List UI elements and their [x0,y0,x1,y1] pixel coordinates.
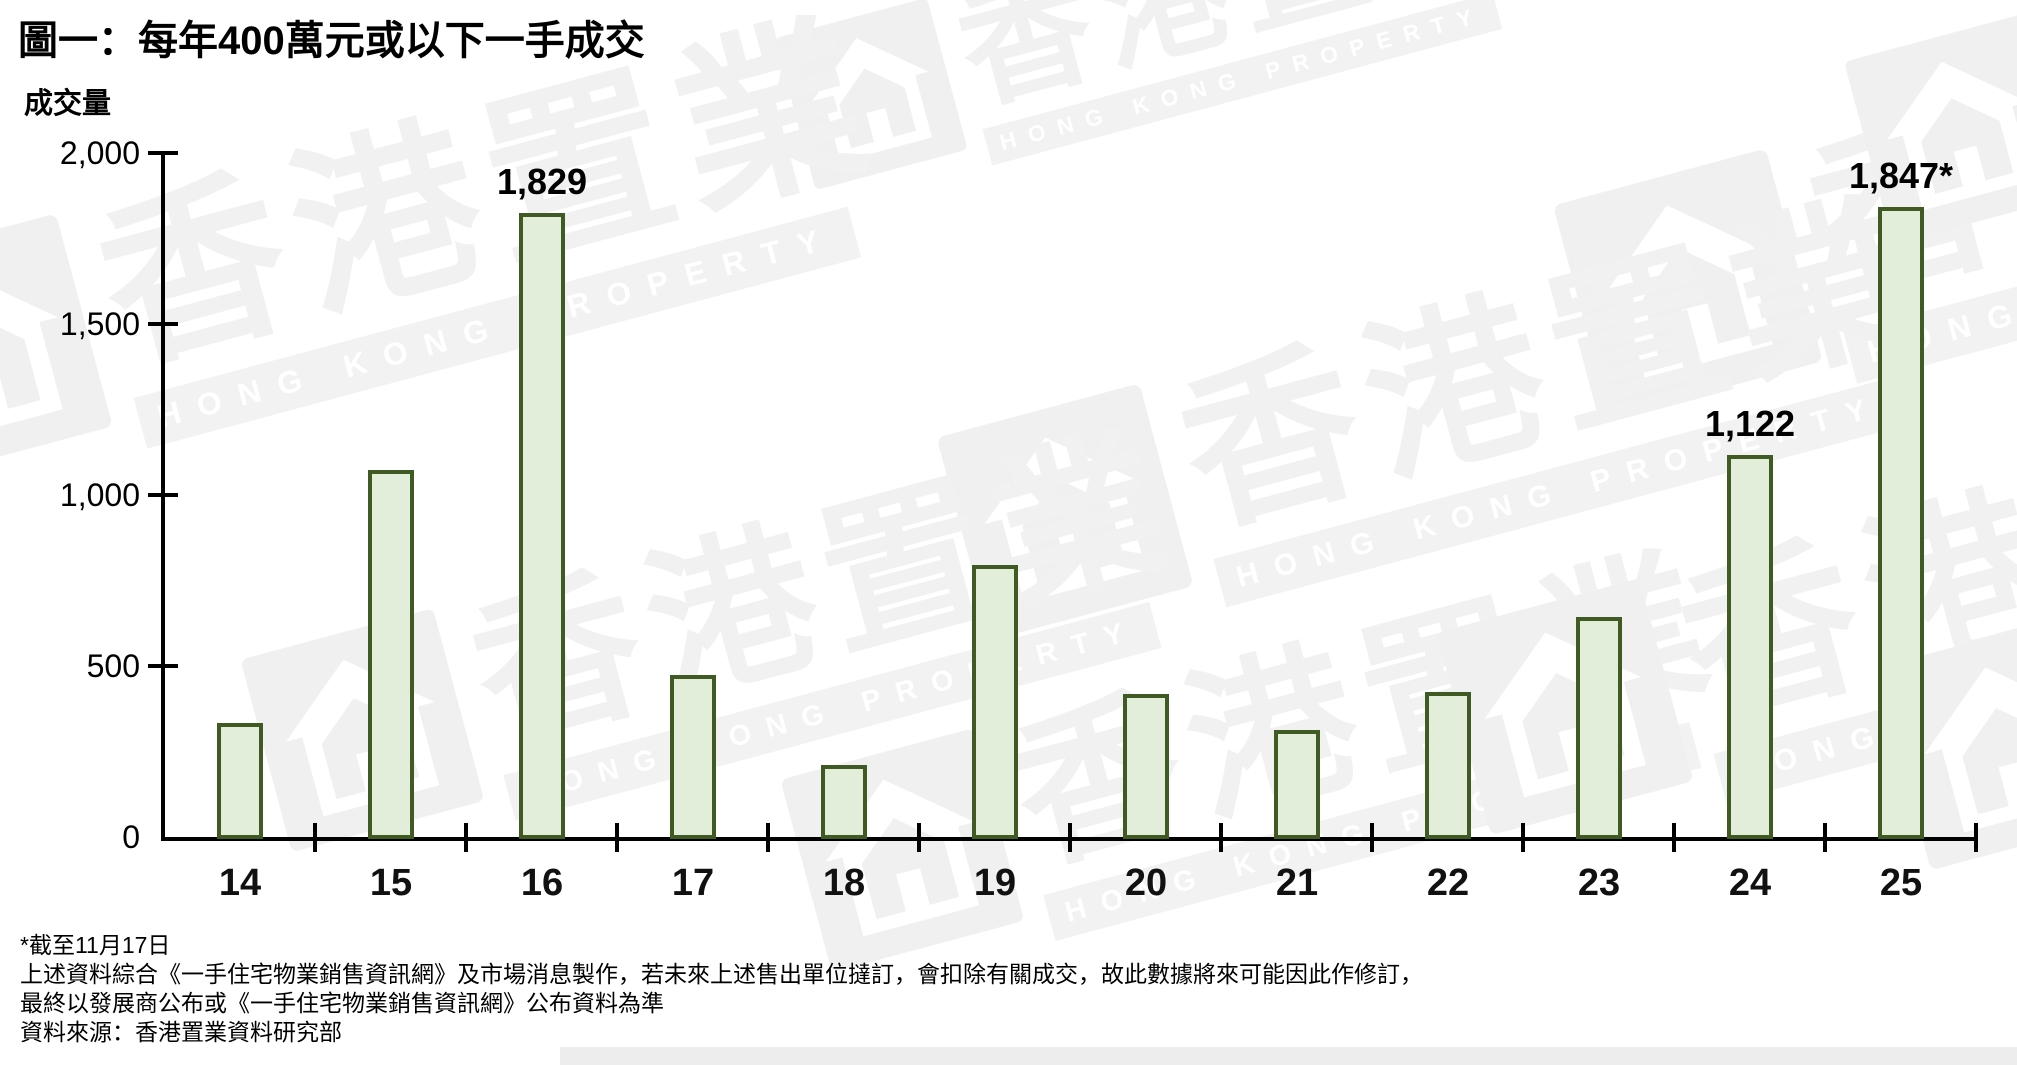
x-category-label-24: 24 [1728,862,1772,904]
bar-value-label-25: 1,847* [1848,155,1954,196]
x-tick [1068,823,1072,852]
y-tick [148,664,178,668]
x-category-label-15: 15 [369,862,413,904]
footnote-block: *截至11月17日 上述資料綜合《一手住宅物業銷售資訊網》及市場消息製作，若未來… [20,931,1423,1047]
house-logo [0,213,114,488]
x-category-label-17: 17 [671,862,715,904]
x-category-label-19: 19 [973,862,1017,904]
footnote-data-source: 資料來源：香港置業資料研究部 [20,1019,342,1045]
footnote-source-note-1: 上述資料綜合《一手住宅物業銷售資訊網》及市場消息製作，若未來上述售出單位撻訂，會… [20,961,1423,987]
bar-18 [821,765,867,839]
x-category-label-18: 18 [822,862,866,904]
x-category-label-14: 14 [218,862,262,904]
x-tick [1370,823,1374,852]
y-axis-title: 成交量 [24,88,112,120]
y-tick-label: 2,000 [59,135,140,171]
y-tick-label: 1,500 [59,306,140,342]
bar-22 [1425,692,1471,839]
x-tick [464,823,468,852]
y-tick-label: 0 [122,819,140,855]
bar-15 [368,470,414,839]
y-tick [148,322,178,326]
bar-24 [1727,455,1773,839]
bar-16 [519,213,565,839]
house-logo [775,0,969,194]
bar-17 [670,675,716,839]
x-category-label-25: 25 [1879,862,1923,904]
x-category-label-20: 20 [1124,862,1168,904]
x-category-label-21: 21 [1275,862,1319,904]
x-category-label-23: 23 [1577,862,1621,904]
x-category-label-16: 16 [520,862,564,904]
y-axis-line [161,153,165,841]
x-tick [1823,823,1827,852]
bar-value-label-24: 1,122 [1704,403,1796,444]
footnote-source-note-2: 最終以發展商公布或《一手住宅物業銷售資訊網》公布資料為準 [20,990,664,1016]
bar-20 [1123,694,1169,839]
house-logo [1553,148,1824,423]
x-tick [917,823,921,852]
y-tick-label: 500 [86,648,140,684]
x-tick [313,823,317,852]
chart-title: 圖一：每年400萬元或以下一手成交 [18,19,645,63]
x-tick [1672,823,1676,852]
x-tick [615,823,619,852]
x-tick [1219,823,1223,852]
bar-19 [972,565,1018,839]
watermark-band [560,1047,2017,1065]
bar-21 [1274,730,1320,839]
house-logo-icon [1554,150,1822,417]
bar-23 [1576,617,1622,839]
y-tick-label: 1,000 [59,477,140,513]
bar-value-label-16: 1,829 [496,161,588,202]
y-tick [148,493,178,497]
house-logo-icon [0,215,112,482]
x-tick [766,823,770,852]
house-logo [1877,613,2017,875]
y-tick [148,151,178,155]
x-category-label-22: 22 [1426,862,1470,904]
bar-25 [1878,207,1924,839]
house-logo-icon [1878,615,2017,869]
footnote-asterisk: *截至11月17日 [20,932,171,958]
x-tick [1974,823,1978,852]
bar-14 [217,723,263,839]
house-logo-icon [776,0,967,189]
x-tick [1521,823,1525,852]
